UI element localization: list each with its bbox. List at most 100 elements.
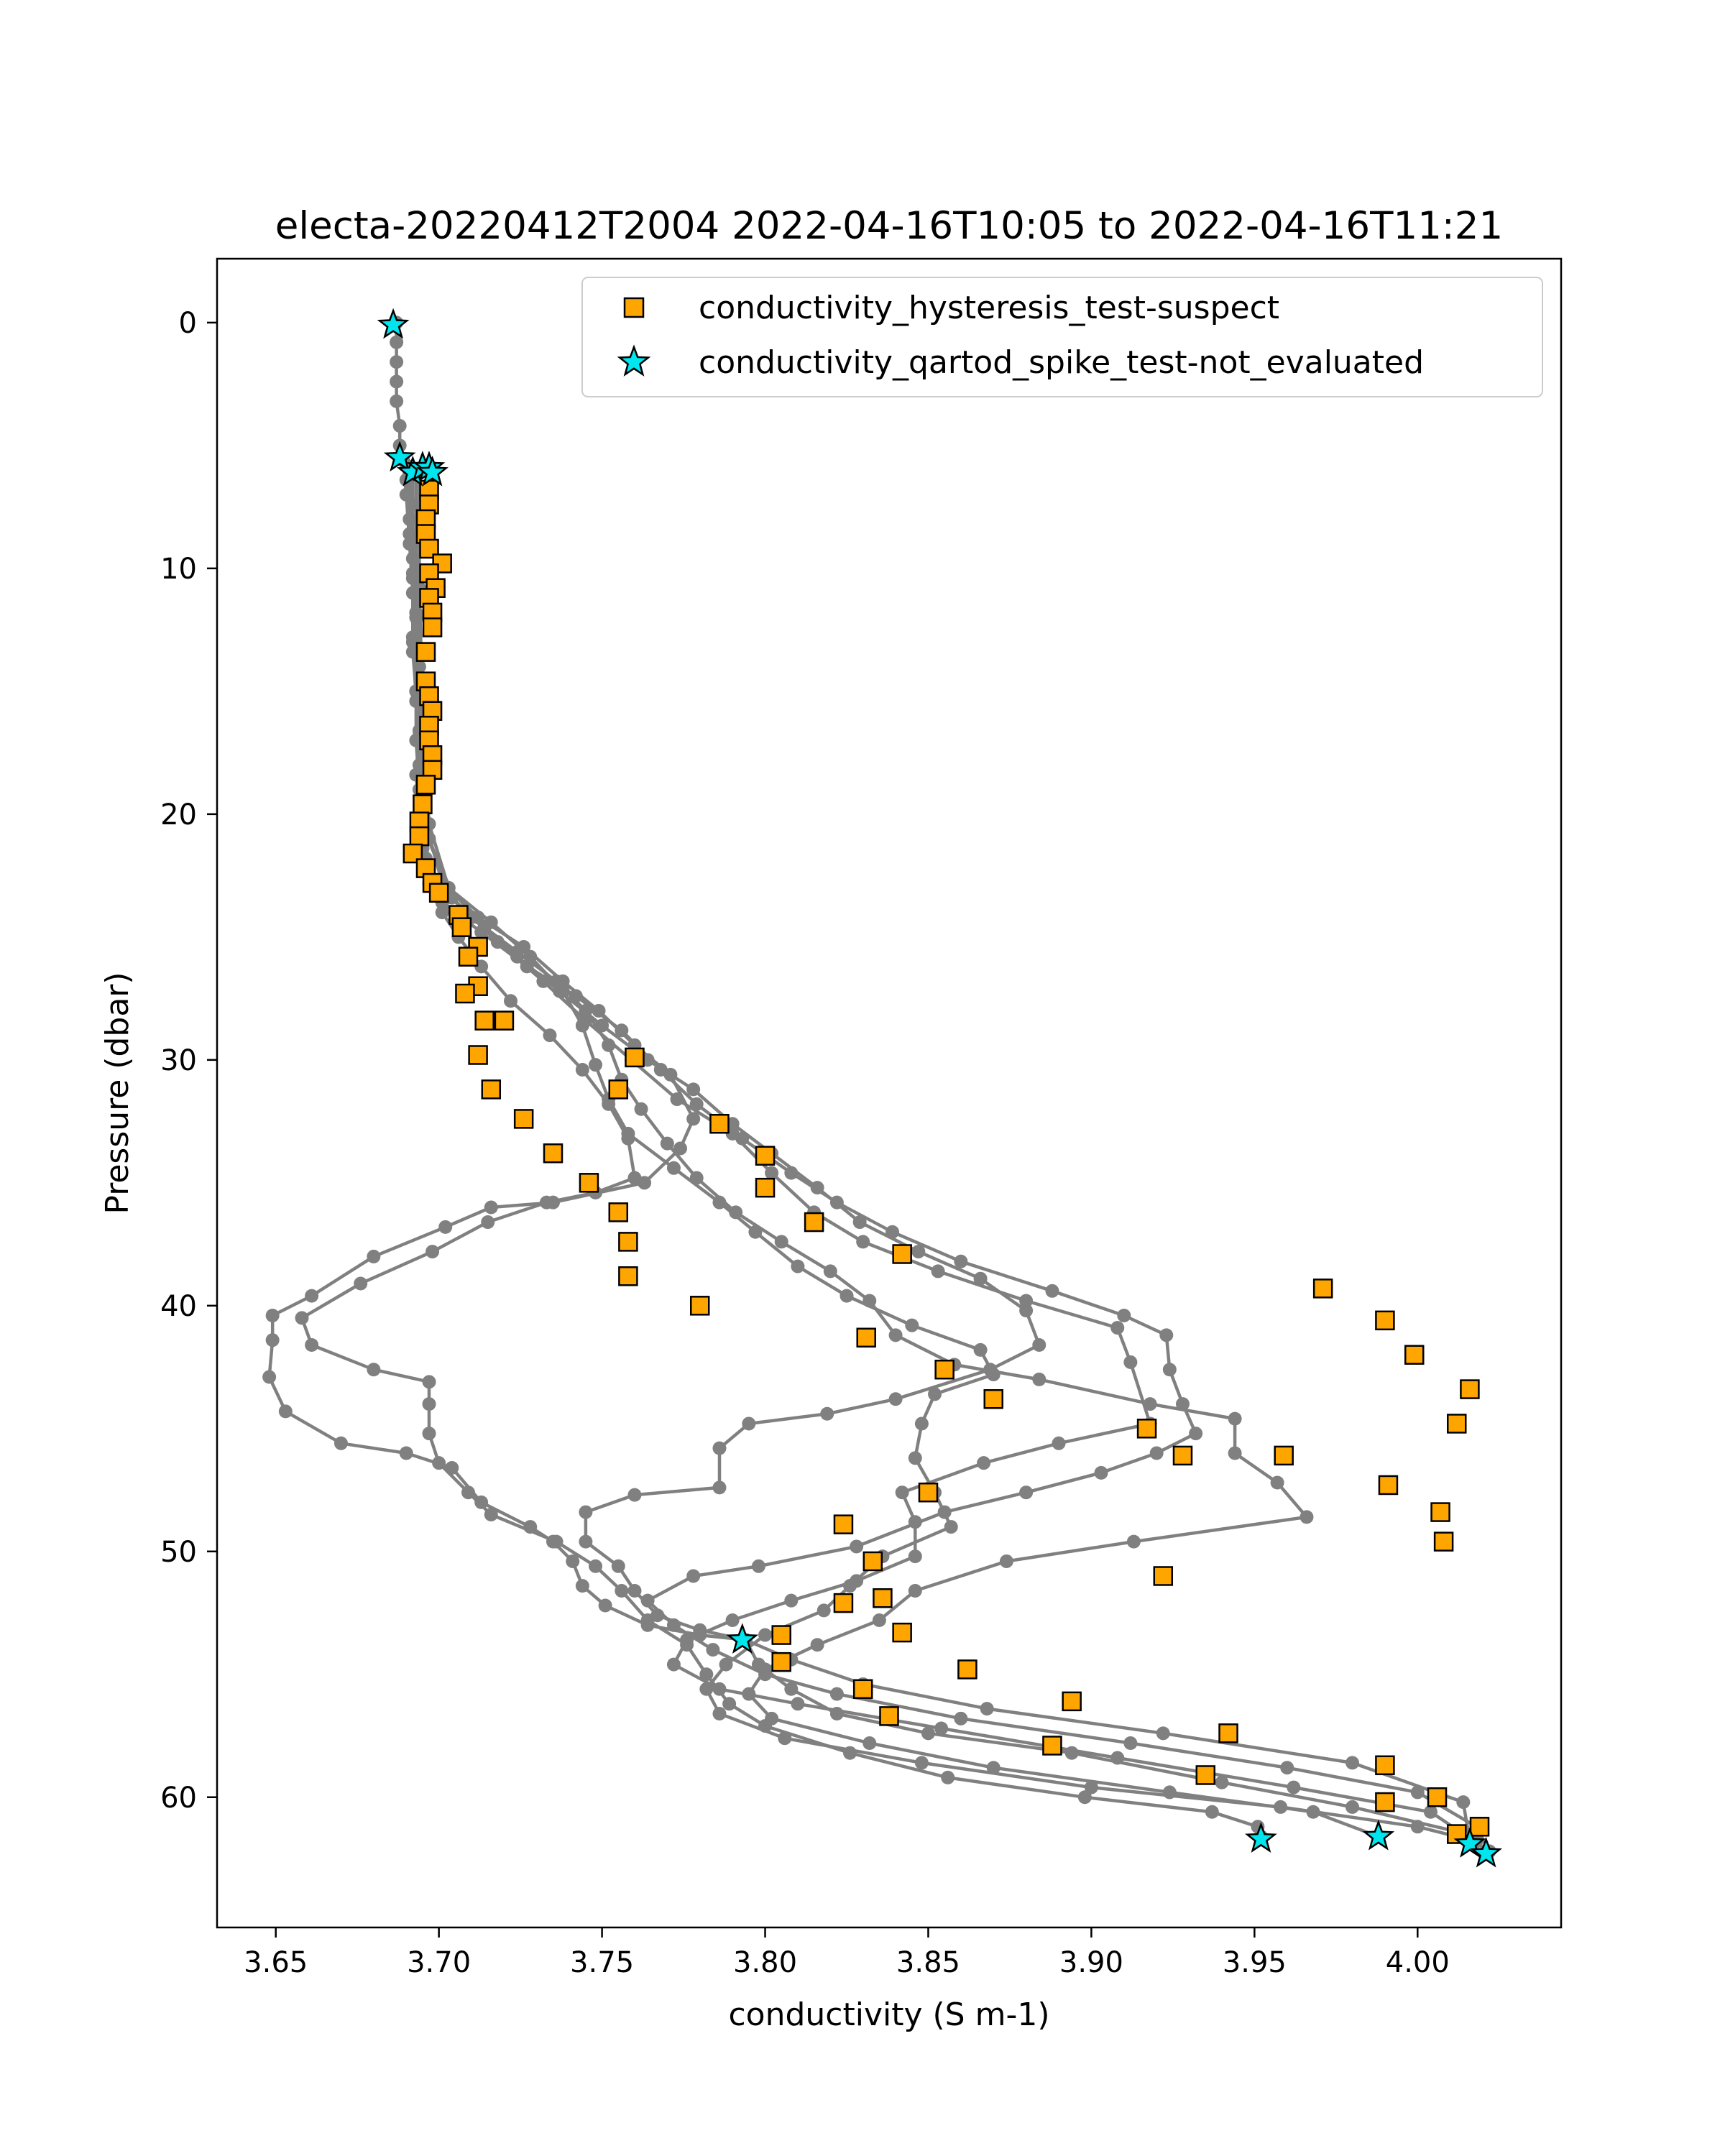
x-tick-label: 3.65 — [244, 1946, 308, 1979]
profile-point — [983, 1363, 998, 1377]
suspect-marker — [879, 1706, 899, 1726]
profile-point — [426, 1245, 440, 1259]
profile-point — [980, 1702, 994, 1716]
profile-point — [435, 906, 449, 920]
profile-point — [265, 1308, 280, 1322]
profile-point — [354, 1276, 368, 1291]
profile-point — [712, 1706, 727, 1720]
profile-point — [748, 1225, 763, 1239]
profile-point — [1274, 1800, 1288, 1814]
profile-point — [1175, 1397, 1190, 1411]
profile-point — [1084, 1780, 1098, 1795]
profile-point — [546, 1534, 560, 1549]
profile-point — [722, 1697, 737, 1711]
profile-point — [908, 1583, 922, 1598]
profile-point — [914, 1416, 929, 1431]
suspect-marker — [755, 1177, 776, 1198]
profile-point — [973, 1271, 988, 1286]
suspect-marker — [513, 1109, 534, 1129]
suspect-marker — [468, 1045, 488, 1065]
suspect-marker — [709, 1113, 730, 1134]
profile-point — [1228, 1411, 1242, 1426]
profile-point — [823, 1264, 837, 1279]
suspect-marker — [833, 1514, 854, 1534]
suspect-marker — [873, 1588, 893, 1608]
legend-suspect-swatch — [623, 297, 645, 318]
profile-point — [941, 1770, 955, 1784]
axis-ticks: 3.65 3.70 3.75 3.80 3.85 3.90 3.95 4.00 0 10 20 30 4… — [160, 307, 1450, 1979]
profile-point — [1270, 1475, 1284, 1490]
suspect-marker — [1375, 1755, 1395, 1776]
profile-point — [1456, 1795, 1471, 1810]
profile-point — [390, 394, 404, 408]
suspect-marker — [474, 1010, 494, 1031]
suspect-marker — [455, 983, 475, 1004]
profile-point — [627, 1488, 642, 1502]
suspect-marker — [1274, 1445, 1294, 1466]
legend-not-evaluated-label: conductivity_qartod_spike_test-not_evalu… — [699, 344, 1424, 381]
profile-point — [954, 1254, 968, 1268]
profile-point — [1410, 1785, 1425, 1800]
profile-point — [954, 1711, 968, 1726]
profile-point — [615, 1583, 629, 1598]
profile-point — [888, 1328, 903, 1342]
y-tick-label: 30 — [160, 1044, 197, 1077]
profile-point — [888, 1392, 903, 1406]
profile-point — [810, 1638, 824, 1652]
profile-point — [481, 1215, 495, 1230]
profile-point — [553, 984, 567, 998]
profile-point — [546, 1195, 560, 1210]
suspect-marker — [1447, 1414, 1467, 1434]
profile-point — [1346, 1756, 1360, 1770]
legend: conductivity_hysteresis_test-suspectcond… — [581, 277, 1543, 397]
not-evaluated-marker — [1470, 1836, 1502, 1868]
profile-point — [1123, 1736, 1138, 1751]
profile-point — [1110, 1321, 1125, 1335]
profile-point — [820, 1406, 834, 1421]
profile-point — [305, 1289, 319, 1303]
not-evaluated-marker — [1245, 1822, 1277, 1853]
profile-point — [422, 1397, 436, 1411]
profile-point — [595, 1018, 610, 1033]
profile-point — [295, 1311, 309, 1325]
profile-point — [390, 374, 404, 389]
suspect-marker — [1430, 1502, 1450, 1522]
profile-point — [791, 1259, 805, 1273]
profile-point — [829, 1687, 844, 1701]
profile-point — [872, 1613, 886, 1628]
profile-point — [510, 949, 525, 964]
profile-point — [1117, 1308, 1131, 1322]
suspect-marker — [957, 1659, 978, 1680]
x-tick-label: 4.00 — [1386, 1946, 1450, 1979]
profile-point — [931, 1264, 945, 1279]
suspect-marker — [1218, 1723, 1238, 1743]
suspect-marker — [1427, 1787, 1448, 1807]
y-tick-label: 50 — [160, 1536, 197, 1569]
profile-point — [1019, 1294, 1034, 1308]
profile-point — [634, 1102, 648, 1116]
profile-point — [1189, 1427, 1203, 1441]
profile-point — [1156, 1726, 1170, 1741]
x-tick-label: 3.70 — [407, 1946, 471, 1979]
suspect-marker — [1375, 1310, 1395, 1331]
profile-point — [611, 1559, 625, 1573]
profile-point — [774, 1235, 788, 1249]
profile-point — [1077, 1790, 1092, 1805]
profile-point — [784, 1593, 799, 1608]
x-axis-label: conductivity (S m-1) — [728, 1996, 1049, 2033]
profile-point — [445, 1461, 459, 1475]
suspect-marker — [1312, 1279, 1333, 1299]
not-evaluated-marker — [726, 1623, 759, 1654]
profile-point — [706, 1643, 720, 1657]
profile-point — [484, 1200, 498, 1215]
suspect-marker — [494, 1010, 515, 1031]
not-evaluated-marker — [416, 455, 448, 487]
not-evaluated-marker — [377, 308, 410, 339]
profile-point — [422, 1427, 436, 1441]
legend-not-evaluated-swatch — [617, 344, 651, 377]
profile-point — [895, 1485, 909, 1500]
profile-point — [1300, 1510, 1314, 1524]
profile-point — [660, 1136, 674, 1151]
y-tick-label: 10 — [160, 553, 197, 586]
x-tick-label: 3.95 — [1223, 1946, 1287, 1979]
